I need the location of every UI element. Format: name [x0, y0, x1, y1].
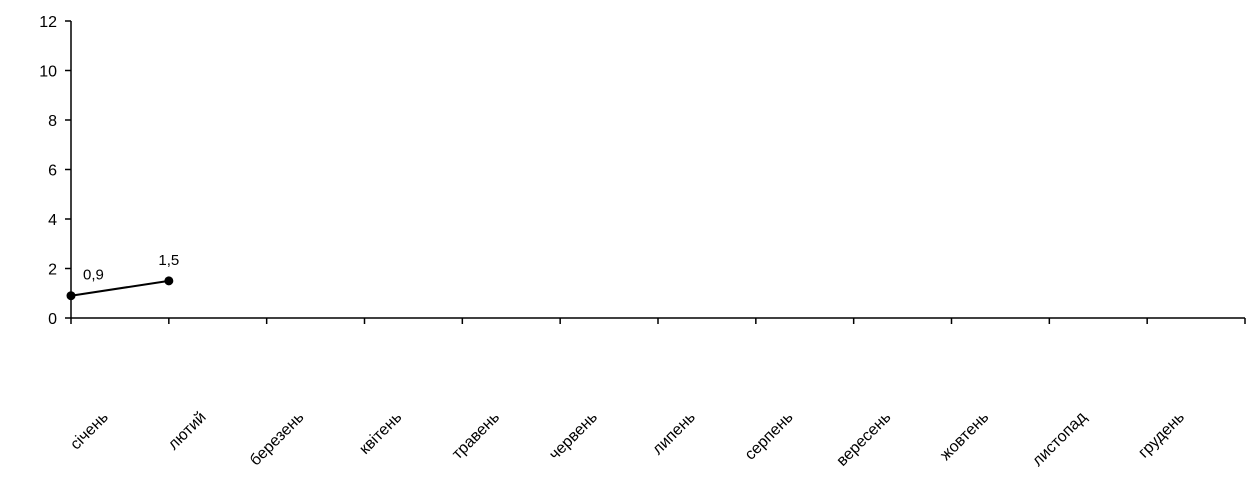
data-label: 0,9	[83, 267, 104, 284]
x-tick-label: червень	[546, 409, 601, 464]
x-tick-label: квітень	[356, 409, 405, 458]
x-tick-label: січень	[67, 409, 112, 454]
y-tick-label: 2	[48, 262, 57, 279]
y-tick-label: 4	[48, 212, 57, 229]
x-tick-label: жовтень	[937, 409, 992, 464]
x-tick-label: грудень	[1135, 409, 1188, 462]
x-tick-label: березень	[247, 409, 308, 470]
data-point	[164, 276, 174, 286]
x-tick-label: липень	[649, 409, 699, 459]
x-axis: січень лютий березень квітень травень червень…	[67, 317, 1246, 470]
x-tick-label: серпень	[742, 409, 797, 464]
x-tick-label: травень	[449, 409, 503, 463]
y-tick-label: 0	[48, 311, 57, 328]
y-tick-label: 10	[39, 64, 57, 81]
data-point	[66, 291, 76, 301]
y-tick-label: 6	[48, 163, 57, 180]
x-tick-label: лютий	[165, 409, 210, 454]
series-line	[70, 279, 169, 297]
y-tick-label: 12	[39, 14, 57, 31]
data-label: 1,5	[158, 252, 179, 269]
series-layer: 0,9 1,5	[66, 252, 179, 301]
x-tick-label: вересень	[834, 409, 895, 470]
x-tick-label: листопад	[1029, 408, 1090, 469]
y-tick-label: 8	[48, 113, 57, 130]
y-axis: 0 2 4 6 8 10 12	[39, 14, 72, 328]
